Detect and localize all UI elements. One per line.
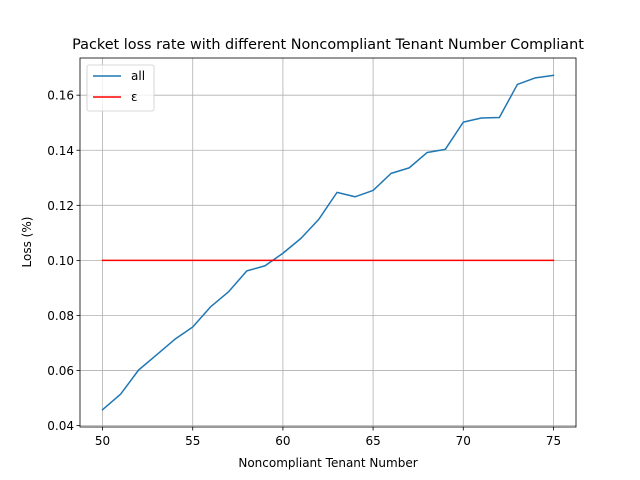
plot-frame [79, 57, 577, 428]
x-axis-label: Noncompliant Tenant Number [238, 456, 417, 470]
y-axis-label: Loss (%) [20, 217, 34, 268]
y-axis-ticks: 0.04 0.06 0.08 0.10 0.12 0.14 0.16 [47, 89, 80, 433]
chart-title: Packet loss rate with different Noncompl… [72, 37, 584, 53]
x-tick-label: 55 [185, 434, 200, 448]
y-tick-label: 0.04 [47, 419, 74, 433]
y-tick-label: 0.16 [47, 89, 74, 103]
y-tick-label: 0.10 [47, 254, 74, 268]
series-line-all [101, 74, 555, 411]
y-tick-label: 0.08 [47, 309, 74, 323]
x-tick-label: 70 [456, 434, 471, 448]
x-tick-label: 50 [95, 434, 110, 448]
plot-lines [101, 74, 555, 411]
y-tick-label: 0.14 [47, 144, 74, 158]
legend: all ε [86, 64, 155, 112]
legend-label-epsilon: ε [131, 90, 138, 104]
legend-label-all: all [131, 69, 145, 83]
y-tick-label: 0.06 [47, 364, 74, 378]
x-tick-label: 75 [546, 434, 561, 448]
x-axis-ticks: 50 55 60 65 70 75 [95, 427, 561, 448]
y-tick-label: 0.12 [47, 199, 74, 213]
x-tick-label: 60 [275, 434, 290, 448]
x-tick-label: 65 [365, 434, 380, 448]
